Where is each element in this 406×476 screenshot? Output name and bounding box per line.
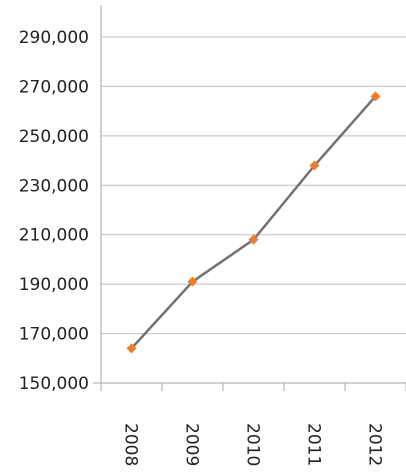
- y-tick-label: 210,000: [19, 226, 89, 246]
- data-point: [126, 343, 137, 354]
- y-tick-label: 250,000: [19, 127, 89, 147]
- x-tick-label: 2012: [365, 423, 385, 466]
- data-point: [187, 276, 198, 287]
- data-point: [370, 91, 381, 102]
- x-tick-label: 2008: [121, 423, 141, 466]
- y-tick-label: 150,000: [19, 374, 89, 394]
- x-tick-label: 2010: [243, 423, 263, 466]
- x-tick-label: 2011: [304, 423, 324, 466]
- gridlines: [101, 36, 406, 335]
- series-line: [130, 95, 377, 350]
- data-point: [309, 160, 320, 171]
- y-tick-label: 290,000: [19, 28, 89, 48]
- y-tick-label: 270,000: [19, 77, 89, 97]
- y-tick-label: 190,000: [19, 275, 89, 295]
- axes: [93, 5, 406, 384]
- x-tick-label: 2009: [182, 423, 202, 466]
- y-tick-label: 230,000: [19, 176, 89, 196]
- plot-area: [126, 91, 381, 354]
- data-point: [248, 234, 259, 245]
- y-tick-label: 170,000: [19, 325, 89, 345]
- y-tick-labels: 150,000 170,000 190,000 210,000 230,000 250,0…: [19, 28, 89, 394]
- x-tick-labels: 2008 2009 2010 2011 2012: [100, 383, 406, 466]
